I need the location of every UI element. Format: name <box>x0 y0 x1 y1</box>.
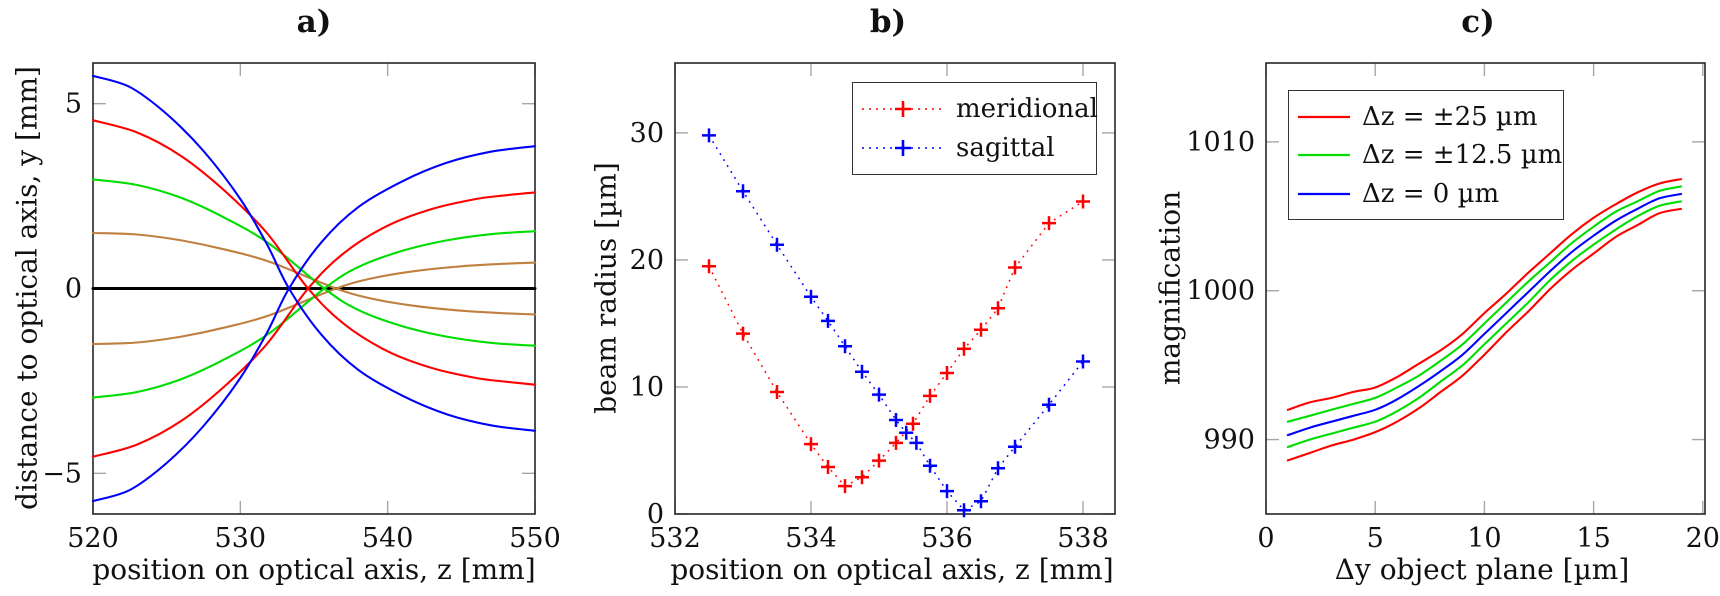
y-tick-label: −5 <box>42 458 82 489</box>
legend-item-sagittal: sagittal <box>859 133 1090 163</box>
legend-panel-c: Δz = ±25 µm Δz = ±12.5 µm Δz = 0 µm <box>1288 90 1564 220</box>
legend-item-dz-12-5: Δz = ±12.5 µm <box>1295 140 1562 170</box>
blue-ray-lower-curve <box>91 145 537 503</box>
sagittal-plus-markers <box>702 128 1090 518</box>
legend-panel-b: meridional sagittal <box>852 82 1098 175</box>
delta-z-0-curve <box>1286 192 1683 437</box>
green-ray-lower-curve <box>91 230 537 399</box>
x-tick-label: 530 <box>215 523 267 554</box>
green-ray-upper-curve <box>91 178 537 347</box>
red-ray-lower-curve <box>91 191 537 458</box>
dz-0-sample-icon <box>1298 192 1350 195</box>
panel-b-title: b) <box>869 4 907 40</box>
legend-label-sagittal: sagittal <box>956 133 1055 163</box>
dz-12-5-sample-icon <box>1298 153 1350 157</box>
plus-marker-icon <box>895 101 911 117</box>
x-tick-label: 534 <box>785 523 837 554</box>
y-tick-label: 1010 <box>1186 127 1255 158</box>
x-tick-label: 550 <box>509 523 561 554</box>
brown-ray-upper-curve <box>91 231 537 316</box>
panel-a-xlabel: position on optical axis, z [mm] <box>92 553 536 586</box>
delta-z-plus-12-5-curve <box>1286 185 1683 423</box>
x-tick-label: 20 <box>1686 523 1720 554</box>
sagittal-dotted-line <box>708 135 1084 512</box>
x-tick-label: 5 <box>1367 523 1384 554</box>
axes-frame <box>674 62 1116 515</box>
x-tick-label: 520 <box>67 523 119 554</box>
legend-label-dz-12-5: Δz = ±12.5 µm <box>1362 140 1563 170</box>
y-tick-label: 0 <box>65 274 82 305</box>
y-tick-label: 30 <box>630 118 664 149</box>
panel-c-title: c) <box>1461 4 1495 40</box>
y-tick-label: 5 <box>65 89 82 120</box>
y-tick-label: 10 <box>630 372 664 403</box>
legend-item-meridional: meridional <box>859 94 1098 124</box>
y-tick-label: 20 <box>630 245 664 276</box>
x-tick-label: 532 <box>649 523 701 554</box>
x-tick-label: 0 <box>1257 523 1274 554</box>
panel-c-ylabel: magnification <box>1153 190 1187 386</box>
panel-c-xlabel: Δy object plane [µm] <box>1334 553 1630 586</box>
legend-label-meridional: meridional <box>956 94 1098 124</box>
legend-item-dz-25: Δz = ±25 µm <box>1295 102 1557 132</box>
panel-b-ylabel: beam radius [µm] <box>589 162 623 414</box>
delta-z-plus-25-curve <box>1286 178 1683 411</box>
legend-item-dz-0: Δz = 0 µm <box>1295 179 1557 209</box>
panel-a-ylabel: distance to optical axis, y [mm] <box>10 66 44 510</box>
x-tick-label: 10 <box>1467 523 1501 554</box>
meridional-plus-markers <box>702 194 1090 494</box>
panel-b-xlabel: position on optical axis, z [mm] <box>670 553 1114 586</box>
x-tick-label: 540 <box>362 523 414 554</box>
legend-label-dz-25: Δz = ±25 µm <box>1362 101 1538 132</box>
dz-25-sample-icon <box>1298 115 1350 118</box>
delta-z-minus-25-curve <box>1286 207 1683 462</box>
x-tick-label: 538 <box>1057 523 1109 554</box>
red-ray-upper-curve <box>91 119 537 386</box>
panel-a-title: a) <box>296 4 332 40</box>
sagittal-sample-icon <box>862 140 944 156</box>
delta-z-minus-12-5-curve <box>1286 200 1683 449</box>
y-tick-label: 1000 <box>1186 276 1255 307</box>
x-tick-label: 15 <box>1576 523 1610 554</box>
plus-marker-icon <box>895 140 911 156</box>
brown-ray-lower-curve <box>91 261 537 346</box>
axes-frame <box>1265 62 1706 515</box>
y-tick-label: 0 <box>647 499 664 530</box>
y-tick-label: 990 <box>1203 425 1255 456</box>
meridional-sample-icon <box>862 101 944 117</box>
x-tick-label: 536 <box>921 523 973 554</box>
legend-label-dz-0: Δz = 0 µm <box>1362 178 1500 209</box>
